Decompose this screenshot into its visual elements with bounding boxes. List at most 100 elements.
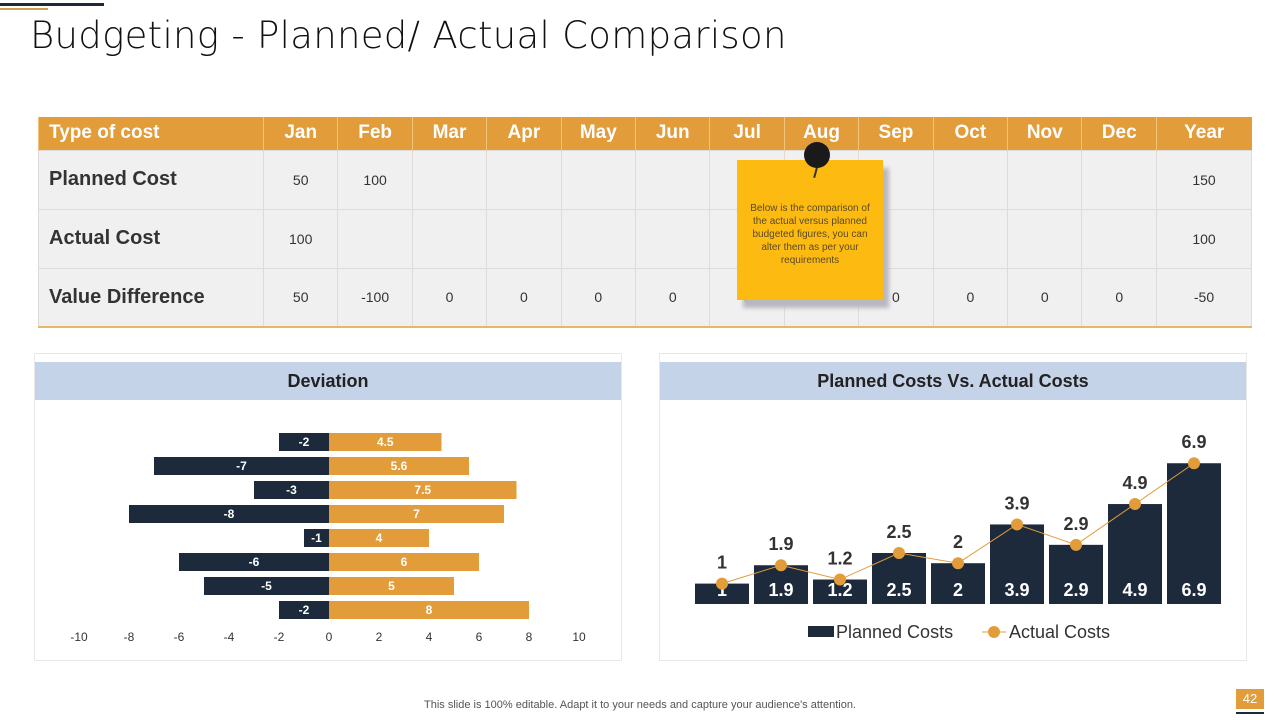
bar-label: -2	[299, 603, 310, 617]
table-cell[interactable]: 0	[932, 267, 1009, 328]
positive-bar	[329, 529, 429, 547]
bar-label: -5	[261, 579, 272, 593]
bar-label: 5	[388, 579, 395, 593]
table-cell[interactable]	[411, 208, 488, 269]
row-label: Value Difference	[38, 267, 264, 328]
actual-point	[1070, 538, 1082, 551]
point-label: 2.5	[886, 522, 911, 542]
table-cell[interactable]	[560, 208, 637, 269]
table-cell[interactable]: 100	[262, 208, 339, 269]
table-cell[interactable]	[1081, 149, 1157, 210]
x-tick-label: 6	[476, 630, 483, 644]
table-row: Actual Cost 100 100	[38, 208, 1252, 269]
table-cell[interactable]	[486, 208, 562, 269]
table-cell[interactable]: 0	[486, 267, 562, 328]
legend-swatch-planned	[808, 626, 834, 637]
x-tick-label: 4	[426, 630, 433, 644]
table-cell[interactable]: -50	[1156, 267, 1252, 328]
row-label: Actual Cost	[38, 208, 264, 269]
table-cell[interactable]	[486, 149, 562, 210]
deviation-chart: -2 4.5 -7 5.6 -3 7.5 -8 7 -1 4 -6 6 -5 5 -2 8 -10 -8 -6 -4 -…	[70, 433, 586, 644]
column-header: Jan	[262, 117, 338, 150]
table-cell[interactable]: 0	[1007, 267, 1083, 328]
positive-bar	[329, 505, 504, 523]
bar-label: 1.9	[768, 580, 793, 600]
x-tick-label: 2	[376, 630, 383, 644]
table-cell[interactable]: -100	[337, 267, 413, 328]
column-header: Apr	[486, 117, 562, 150]
bar-label: -8	[224, 507, 235, 521]
column-header: May	[560, 117, 636, 150]
column-header: Jul	[709, 117, 785, 150]
negative-bar	[304, 529, 329, 547]
point-label: 4.9	[1122, 473, 1147, 493]
table-cell[interactable]	[560, 149, 637, 210]
bar-label: 5.6	[391, 459, 408, 473]
point-label: 2.9	[1063, 514, 1088, 534]
table-cell[interactable]: 50	[262, 267, 339, 328]
column-header: Mar	[411, 117, 487, 150]
table-cell[interactable]	[635, 149, 711, 210]
bar-label: 7.5	[414, 483, 431, 497]
actual-point	[1011, 518, 1023, 531]
table-cell[interactable]	[635, 208, 711, 269]
chart-title: Deviation	[35, 362, 621, 400]
table-cell[interactable]	[1007, 149, 1083, 210]
comparison-chart: 1 1.9 1.2 2.5 2 3.9 2.9 4.9 6.9 1 1.9 1.2 2.5 2 3.9 2.9…	[695, 432, 1221, 642]
page-number-underline	[1236, 712, 1264, 714]
table-cell[interactable]: 100	[337, 149, 413, 210]
planned-bar	[1108, 504, 1162, 604]
legend-label: Planned Costs	[836, 622, 953, 642]
planned-bar	[990, 524, 1044, 604]
actual-point	[1129, 498, 1141, 511]
cost-table: Type of cost Jan Feb Mar Apr May Jun Jul Aug Sep O…	[38, 117, 1252, 328]
bar-label: -1	[311, 531, 322, 545]
x-tick-label: 8	[526, 630, 533, 644]
planned-bar	[1167, 463, 1221, 604]
table-cell[interactable]: 0	[1081, 267, 1157, 328]
bar-label: 4	[376, 531, 383, 545]
negative-bar	[279, 601, 329, 619]
bar-label: -3	[286, 483, 297, 497]
x-tick-label: -2	[274, 630, 285, 644]
table-cell[interactable]	[932, 208, 1009, 269]
table-cell[interactable]	[1081, 208, 1157, 269]
column-header: Dec	[1081, 117, 1157, 150]
bar-label: 2.9	[1063, 580, 1088, 600]
bar-label: -7	[236, 459, 247, 473]
table-cell[interactable]: 0	[635, 267, 711, 328]
table-cell[interactable]	[337, 208, 413, 269]
table-cell[interactable]: 0	[411, 267, 488, 328]
chart-title: Planned Costs Vs. Actual Costs	[660, 362, 1246, 400]
pushpin-icon	[804, 142, 830, 168]
negative-bar	[254, 481, 329, 499]
positive-bar	[329, 481, 517, 499]
table-cell[interactable]: 0	[560, 267, 637, 328]
bar-label: 7	[413, 507, 420, 521]
negative-bar	[279, 433, 329, 451]
point-label: 3.9	[1004, 493, 1029, 513]
table-cell[interactable]: 50	[262, 149, 339, 210]
table-cell[interactable]	[932, 149, 1009, 210]
planned-bar	[1049, 544, 1103, 604]
table-cell[interactable]	[411, 149, 488, 210]
point-label: 6.9	[1181, 432, 1206, 452]
table-cell[interactable]	[1007, 208, 1083, 269]
bar-label: 1	[717, 580, 727, 600]
negative-bar	[204, 577, 329, 595]
accent-line	[0, 3, 104, 6]
actual-point	[893, 547, 905, 559]
x-tick-label: 0	[326, 630, 333, 644]
table-cell[interactable]: 100	[1156, 208, 1252, 269]
column-header: Year	[1156, 117, 1252, 150]
bar-label: 6.9	[1181, 580, 1206, 600]
x-tick-label: -4	[224, 630, 235, 644]
actual-point	[1188, 457, 1200, 470]
column-header: Oct	[932, 117, 1008, 150]
table-cell[interactable]: 150	[1156, 149, 1252, 210]
bar-label: 3.9	[1004, 580, 1029, 600]
comparison-panel: Planned Costs Vs. Actual Costs 1 1.9 1.2 2.…	[659, 353, 1247, 661]
bar-label: 4.9	[1122, 580, 1147, 600]
page-title: Budgeting - Planned/ Actual Comparison	[30, 14, 787, 57]
x-tick-label: -10	[70, 630, 88, 644]
